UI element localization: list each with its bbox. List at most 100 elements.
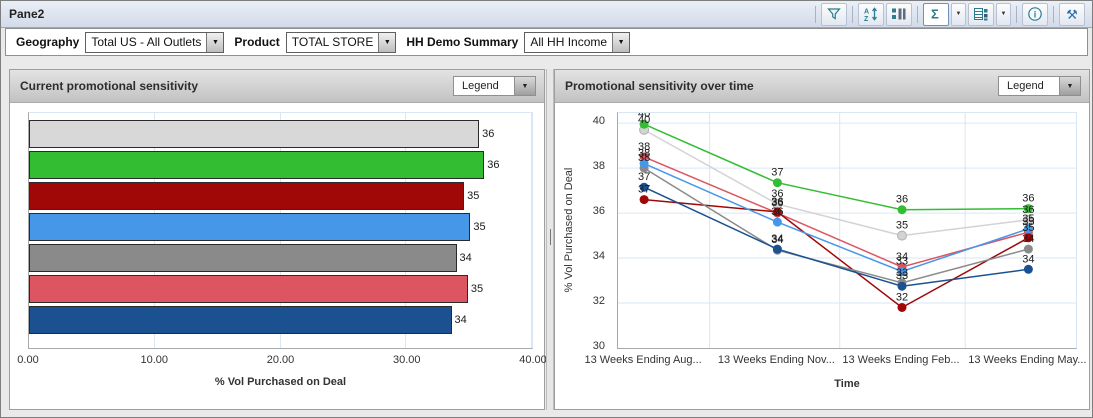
bar-chart-title: Current promotional sensitivity bbox=[20, 79, 199, 93]
legend-list-button[interactable] bbox=[886, 2, 912, 26]
data-point-marker-green[interactable] bbox=[897, 205, 907, 215]
point-value-label: 40 bbox=[638, 114, 650, 126]
bar[interactable] bbox=[29, 182, 465, 210]
point-value-label: 36 bbox=[1022, 193, 1034, 205]
bar[interactable] bbox=[29, 306, 452, 334]
point-value-label: 35 bbox=[1022, 216, 1034, 228]
point-value-label: 36 bbox=[771, 206, 783, 218]
legend-dropdown[interactable]: Legend ▼ bbox=[453, 76, 536, 96]
line-chart-y-axis-ticks: 30 32 34 36 38 40 bbox=[581, 112, 609, 352]
data-point-marker-light-blue[interactable] bbox=[772, 217, 782, 227]
filter-dropdown[interactable]: TOTAL STORE ▼ bbox=[285, 31, 397, 53]
series-line-green bbox=[643, 123, 1029, 211]
bar[interactable] bbox=[29, 120, 480, 148]
filter-dropdown[interactable]: Total US - All Outlets ▼ bbox=[85, 31, 225, 53]
filter-button[interactable] bbox=[821, 2, 847, 26]
data-point-marker-green[interactable] bbox=[1023, 204, 1033, 214]
point-value-label: 38 bbox=[638, 141, 650, 153]
caret-down-icon[interactable]: ▼ bbox=[1059, 77, 1080, 95]
line-chart-plot: 40 36 35 36 40 37 36 36 37 36 32 35 38 36 33 35 38 34 33 34… bbox=[617, 108, 1077, 349]
data-point-marker-green[interactable] bbox=[639, 119, 649, 129]
funnel-icon bbox=[827, 8, 841, 20]
y-tick-label: 30 bbox=[592, 340, 605, 352]
tools-icon: ⚒ bbox=[1066, 6, 1078, 22]
y-tick-label: 38 bbox=[592, 160, 605, 173]
series-line-dark-red bbox=[644, 198, 1029, 309]
panel-splitter[interactable] bbox=[546, 69, 554, 410]
x-category-label: 13 Weeks Ending Feb... bbox=[842, 354, 960, 366]
point-value-label: 33 bbox=[896, 270, 908, 282]
series-line-gray bbox=[643, 167, 1029, 284]
point-value-label: 34 bbox=[1022, 233, 1034, 245]
x-category-label: 13 Weeks Ending May... bbox=[968, 354, 1087, 366]
point-value-label: 34 bbox=[771, 234, 783, 246]
point-value-label: 37 bbox=[771, 167, 783, 179]
summation-caret-button[interactable]: ▼ bbox=[951, 2, 966, 26]
bar-chart-plot: 36 36 35 35 34 35 34 bbox=[28, 112, 533, 349]
series-line-silver bbox=[643, 129, 1029, 237]
caret-down-icon[interactable]: ▼ bbox=[206, 32, 224, 52]
point-value-label: 33 bbox=[896, 256, 908, 268]
point-value-label: 34 bbox=[896, 251, 908, 263]
filter-dropdown-value: Total US - All Outlets bbox=[91, 34, 202, 49]
data-point-marker-dark-red[interactable] bbox=[639, 195, 649, 205]
caret-down-icon[interactable]: ▼ bbox=[612, 32, 630, 52]
point-value-label: 36 bbox=[1022, 204, 1034, 216]
data-point-marker-dark-red[interactable] bbox=[772, 207, 782, 217]
y-tick-label: 40 bbox=[592, 115, 605, 128]
pane-title: Pane2 bbox=[9, 7, 45, 21]
design-tools-button[interactable]: ⚒ bbox=[1059, 2, 1085, 26]
svg-text:Z: Z bbox=[864, 16, 869, 22]
line-chart-panel: Promotional sensitivity over time Legend… bbox=[554, 69, 1090, 410]
legend-dropdown-label: Legend bbox=[462, 80, 499, 92]
data-point-marker-navy[interactable] bbox=[1023, 264, 1033, 274]
data-point-marker-dark-red[interactable] bbox=[1023, 233, 1033, 243]
y-tick-label: 36 bbox=[592, 205, 605, 218]
view-grid-caret-button[interactable]: ▼ bbox=[996, 2, 1011, 26]
data-point-marker-silver[interactable] bbox=[897, 230, 907, 241]
data-point-marker-green[interactable] bbox=[772, 178, 782, 188]
point-value-label: 37 bbox=[638, 184, 650, 196]
bar[interactable] bbox=[29, 151, 485, 179]
bar-chart-body: 36 36 35 35 34 35 34 0.00 10.00 20.00 30.00 40.00 … bbox=[10, 102, 547, 409]
line-chart-header: Promotional sensitivity over time Legend… bbox=[555, 70, 1089, 103]
toolbar-separator bbox=[852, 5, 853, 23]
x-tick-label: 40.00 bbox=[519, 354, 547, 366]
data-point-marker-light-blue[interactable] bbox=[897, 267, 907, 276]
data-point-marker-rose[interactable] bbox=[639, 152, 649, 162]
point-value-label: 34 bbox=[771, 233, 783, 245]
bar-chart-header: Current promotional sensitivity Legend ▼ bbox=[10, 70, 544, 103]
data-point-marker-navy[interactable] bbox=[772, 244, 782, 254]
point-value-label: 33 bbox=[896, 267, 908, 279]
bar-chart-bars: 36 36 35 35 34 35 34 bbox=[29, 120, 532, 334]
filter-label: HH Demo Summary bbox=[406, 35, 519, 49]
legend-dropdown[interactable]: Legend ▼ bbox=[998, 76, 1081, 96]
bar[interactable] bbox=[29, 275, 468, 303]
bar[interactable] bbox=[29, 244, 457, 272]
caret-down-icon[interactable]: ▼ bbox=[378, 32, 396, 52]
line-chart-y-axis-title: % Vol Purchased on Deal bbox=[563, 167, 575, 293]
data-point-marker-dark-red[interactable] bbox=[897, 303, 907, 312]
view-grid-button[interactable] bbox=[968, 2, 994, 26]
toolbar-separator bbox=[1016, 5, 1017, 23]
caret-down-icon[interactable]: ▼ bbox=[514, 77, 535, 95]
point-value-label: 36 bbox=[896, 194, 908, 206]
bar-row: 36 bbox=[29, 151, 532, 179]
filter-dropdown[interactable]: All HH Income ▼ bbox=[524, 31, 631, 53]
summation-button[interactable]: Σ bbox=[923, 2, 949, 26]
data-point-marker-light-blue[interactable] bbox=[1023, 224, 1033, 234]
bar[interactable] bbox=[29, 213, 471, 241]
data-point-marker-navy[interactable] bbox=[897, 281, 907, 291]
filter-dropdown-value: TOTAL STORE bbox=[291, 34, 374, 49]
data-point-marker-gray[interactable] bbox=[1023, 244, 1033, 254]
data-point-marker-navy[interactable] bbox=[639, 182, 649, 192]
info-button[interactable]: i bbox=[1022, 2, 1048, 26]
data-point-marker-light-blue[interactable] bbox=[639, 159, 649, 169]
x-tick-label: 10.00 bbox=[140, 354, 169, 366]
x-tick-label: 0.00 bbox=[17, 354, 39, 366]
bar-value-label: 35 bbox=[467, 190, 480, 202]
svg-text:Σ: Σ bbox=[931, 7, 939, 22]
